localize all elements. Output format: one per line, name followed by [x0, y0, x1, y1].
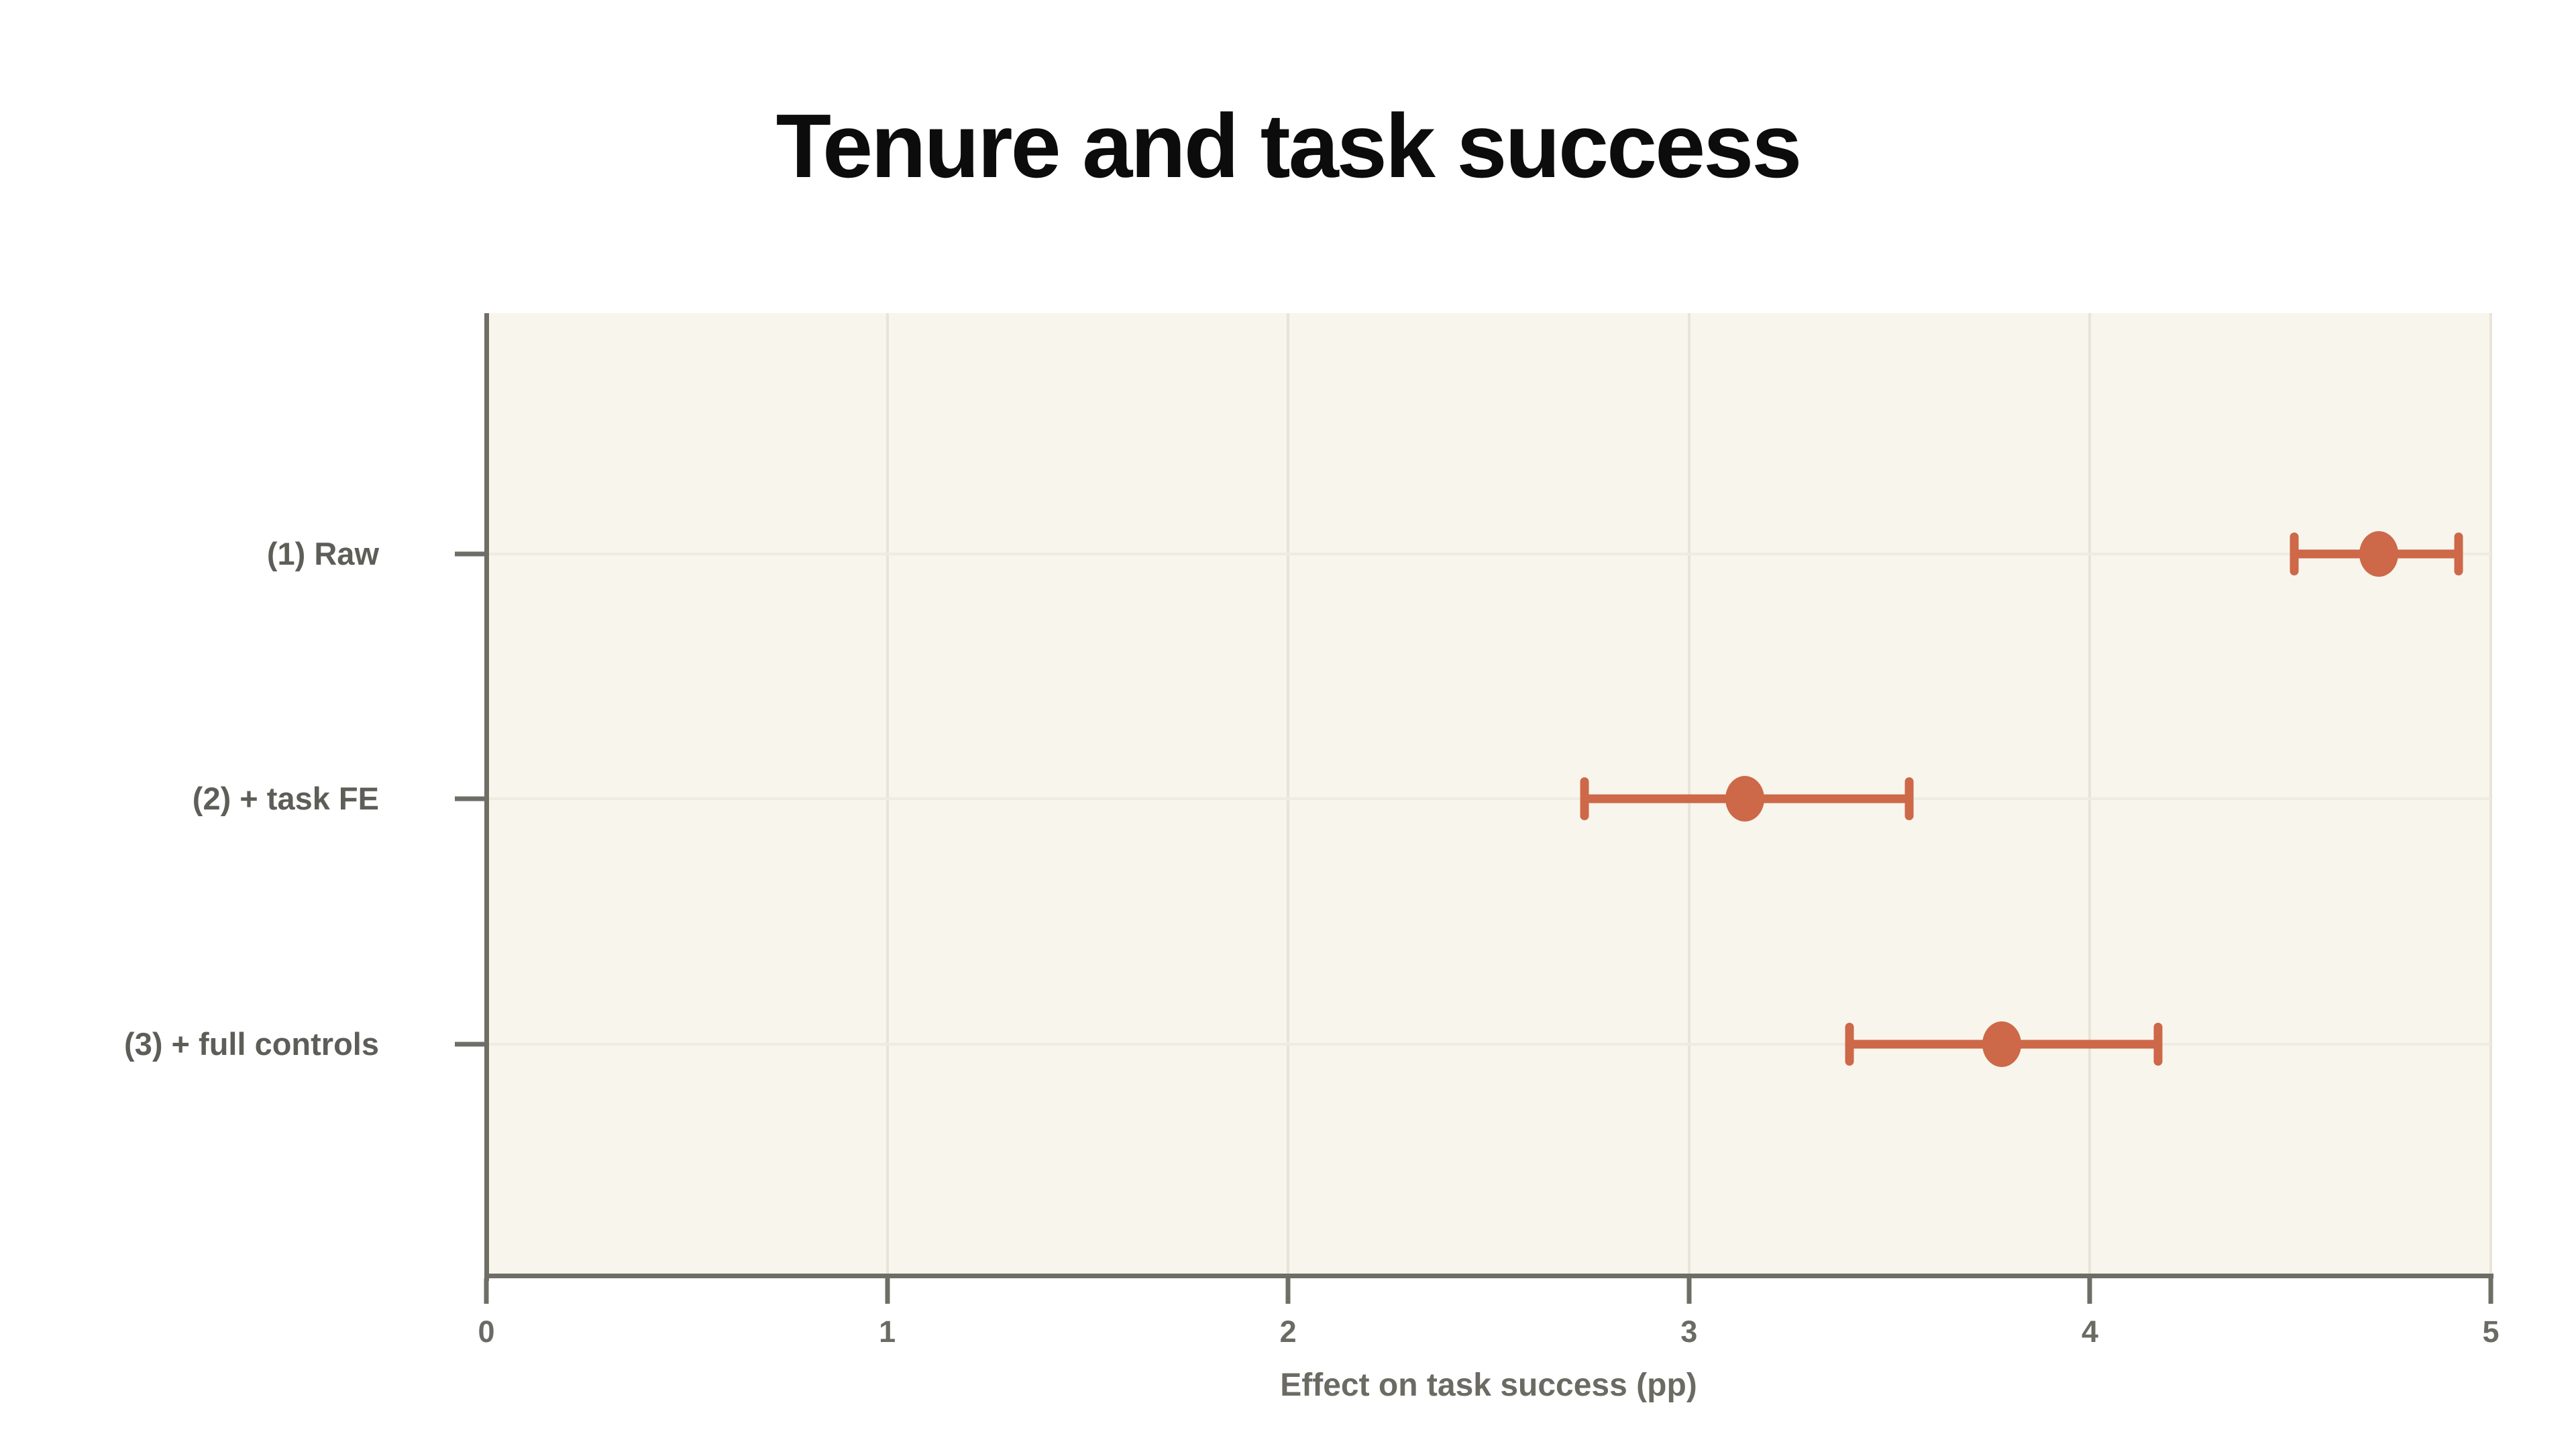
point-estimate-marker	[1725, 775, 1765, 822]
x-axis-tick	[484, 1278, 489, 1304]
x-tick-label: 2	[1279, 1314, 1297, 1349]
vertical-gridline	[885, 313, 889, 1276]
x-tick-label: 4	[2081, 1314, 2098, 1349]
x-axis-tick	[2087, 1278, 2092, 1304]
y-axis-tick	[455, 551, 484, 557]
point-estimate-marker	[1982, 1021, 2021, 1067]
ci-lower-cap	[2290, 533, 2299, 575]
point-estimate-marker	[2359, 531, 2398, 577]
x-axis-title: Effect on task success (pp)	[1280, 1367, 1697, 1403]
ci-upper-cap	[1904, 777, 1914, 820]
chart-title: Tenure and task success	[775, 95, 1803, 197]
ci-upper-cap	[2454, 533, 2463, 575]
x-tick-label: 1	[879, 1314, 896, 1349]
horizontal-gridline	[486, 797, 2491, 800]
ci-lower-cap	[1845, 1022, 1854, 1066]
horizontal-gridline	[486, 553, 2491, 555]
vertical-gridline	[2088, 313, 2092, 1276]
y-axis-line	[484, 313, 489, 1281]
x-tick-label: 3	[1680, 1314, 1698, 1349]
x-axis-tick	[885, 1278, 890, 1304]
y-axis-tick	[455, 1042, 484, 1047]
horizontal-gridline	[486, 1042, 2491, 1046]
x-tick-label: 5	[2482, 1314, 2500, 1349]
y-axis-tick	[455, 796, 484, 801]
ci-lower-cap	[1580, 777, 1589, 820]
x-axis-tick	[1686, 1278, 1692, 1304]
ci-upper-cap	[2153, 1022, 2163, 1066]
row-label: (3) + full controls	[124, 1025, 379, 1062]
row-label: (2) + task FE	[192, 780, 379, 816]
x-axis-tick	[2488, 1278, 2493, 1304]
x-axis-line	[484, 1274, 2493, 1278]
row-label: (1) Raw	[266, 536, 379, 571]
chart-panel: 0 1 2 3 4 5 (1) Raw (2) + task FE (3) + full con…	[124, 313, 2500, 1349]
x-tick-label: 0	[478, 1314, 495, 1349]
x-axis-tick	[1285, 1278, 1291, 1304]
vertical-gridline	[2489, 313, 2492, 1276]
vertical-gridline	[1287, 313, 1290, 1276]
